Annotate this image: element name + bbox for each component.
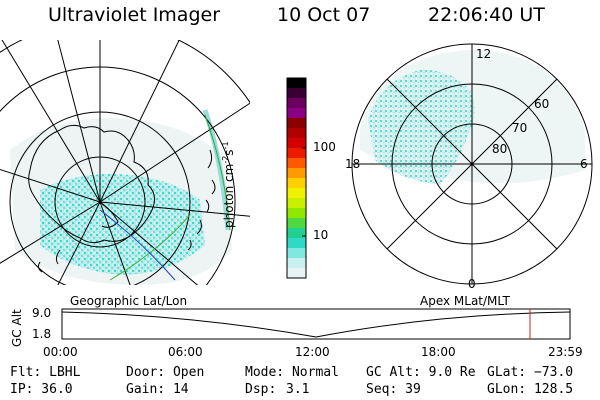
colorbar-segment — [287, 178, 306, 189]
footer-dsp-label: Dsp: — [245, 382, 277, 397]
aurora-emission — [40, 174, 205, 275]
colorbar-segment — [287, 128, 306, 139]
coastline — [28, 124, 155, 244]
footer-glat: GLat: −73.0 — [487, 365, 574, 380]
colorbar-segment — [287, 108, 306, 119]
coastline-fragments — [37, 149, 216, 273]
meridians — [0, 40, 250, 285]
footer-seq: Seq: 39 — [366, 382, 421, 397]
colorbar-segment — [287, 188, 306, 199]
footer-dsp-value: 3.1 — [286, 382, 310, 397]
geographic-map — [0, 40, 250, 285]
colorbar — [286, 77, 307, 279]
caption-apex: Apex MLat/MLT — [420, 294, 510, 308]
colorbar-segment — [287, 148, 306, 159]
colorbar-segment — [287, 138, 306, 149]
time-tick-1800: 18:00 — [421, 345, 456, 359]
footer-gain: Gain: 14 — [126, 382, 189, 397]
polar-emission — [368, 69, 475, 185]
colorbar-segment — [287, 238, 306, 249]
mlt-label-12: 12 — [476, 47, 492, 61]
colorbar-segment — [287, 218, 306, 229]
lat-label-70: 70 — [512, 121, 528, 135]
colorbar-segment — [287, 78, 306, 89]
mlt-label-18: 18 — [345, 157, 361, 171]
altitude-curve — [61, 311, 571, 338]
colorbar-segment — [287, 198, 306, 209]
time-tick-0600: 06:00 — [168, 345, 203, 359]
time-tick-1200: 12:00 — [295, 345, 330, 359]
caption-geographic: Geographic Lat/Lon — [70, 294, 188, 308]
colorbar-segment — [287, 268, 306, 279]
terminator-green — [109, 214, 191, 281]
alt-tick-9: 9.0 — [32, 306, 52, 320]
mlt-label-6: 6 — [580, 157, 588, 171]
colorbar-tick-100: 100 — [313, 140, 336, 154]
colorbar-tick-10: 10 — [313, 228, 329, 242]
colorbar-label: photon cm-2s-1 — [221, 141, 236, 228]
time-label: 22:06:40 UT — [428, 4, 545, 26]
instrument-title: Ultraviolet Imager — [48, 4, 221, 26]
colorbar-segment — [287, 158, 306, 169]
lat-label-60: 60 — [534, 97, 550, 111]
colorbar-segment — [287, 208, 306, 219]
colorbar-segment — [287, 248, 306, 259]
date-label: 10 Oct 07 — [277, 4, 371, 26]
alt-tick-1-8: 1.8 — [32, 327, 52, 341]
mlt-label-0: 0 — [468, 277, 476, 291]
terminator-blue — [99, 209, 176, 281]
footer-door: Door: Open — [126, 365, 205, 380]
footer-flt: Flt: LBHL — [10, 365, 81, 380]
footer-ip: IP: 36.0 — [10, 382, 73, 397]
colorbar-segment — [287, 228, 306, 239]
time-tick-0000: 00:00 — [43, 345, 78, 359]
colorbar-segment — [287, 98, 306, 109]
colorbar-segment — [287, 118, 306, 129]
footer-glon: GLon: 128.5 — [487, 382, 574, 397]
altitude-plot — [61, 308, 571, 340]
footer-mode: Mode: Normal — [245, 365, 339, 380]
time-tick-2359: 23:59 — [548, 345, 583, 359]
alt-axis-label: GC Alt — [10, 309, 24, 347]
colorbar-segment — [287, 168, 306, 179]
lat-label-80: 80 — [492, 142, 508, 156]
footer-gcalt: GC Alt: 9.0 Re — [366, 365, 476, 380]
colorbar-segment — [287, 88, 306, 99]
polar-plot — [351, 43, 593, 285]
colorbar-segment — [287, 258, 306, 269]
